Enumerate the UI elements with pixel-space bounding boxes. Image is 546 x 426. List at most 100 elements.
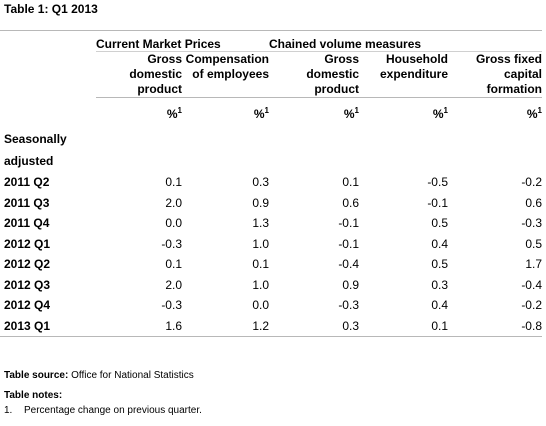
table-cell: 0.1 — [165, 257, 182, 272]
column-header-line2: expenditure — [379, 67, 448, 81]
table-notes-title: Table notes: — [4, 390, 63, 401]
table-cell: 0.1 — [252, 257, 269, 272]
note-number: 1. — [4, 405, 13, 416]
table-cell: -0.2 — [521, 298, 542, 313]
unit-label: % — [253, 106, 265, 121]
source-label: Table source: — [4, 370, 69, 381]
table-cell: 0.4 — [431, 236, 448, 251]
column-header-line1: Household — [386, 52, 448, 66]
section-label-adjusted: adjusted — [4, 154, 54, 168]
column-header-line1: Gross — [147, 52, 182, 66]
unit-label: % — [432, 106, 444, 121]
group-chained-volume-measures: Chained volume measures — [269, 37, 542, 52]
table-cell: 0.9 — [252, 195, 269, 210]
table-cell: 0.0 — [165, 216, 182, 231]
unit-cell-4: %1 — [359, 98, 448, 129]
column-header-line3: formation — [486, 82, 542, 96]
table-cell: -0.8 — [448, 315, 542, 337]
table-cell: 0.3 — [431, 277, 448, 292]
row-label: 2012 Q4 — [4, 298, 51, 313]
row-label: 2012 Q2 — [4, 257, 51, 272]
table-cell: -0.5 — [427, 175, 448, 190]
table-cell: 2.0 — [165, 277, 182, 292]
unit-footnote-ref: 1 — [177, 105, 182, 115]
unit-cell-2: %1 — [182, 98, 269, 129]
unit-cell-5: %1 — [448, 98, 542, 129]
row-label: 2011 Q2 — [4, 175, 50, 190]
units-row: %1 %1 %1 %1 %1 — [0, 98, 542, 129]
unit-footnote-ref: 1 — [443, 105, 448, 115]
note-text: Percentage change on previous quarter. — [24, 405, 202, 416]
table-cell: 0.6 — [525, 195, 542, 210]
table-cell: 0.6 — [342, 195, 359, 210]
table-cell: 0.1 — [165, 175, 182, 190]
table-cell: 0.0 — [252, 298, 269, 313]
row-label: 2013 Q1 — [0, 315, 96, 337]
unit-label: % — [526, 106, 538, 121]
table-title: Table 1: Q1 2013 — [4, 2, 98, 16]
column-header-line2: domestic — [129, 67, 182, 81]
table-cell: 1.0 — [252, 236, 269, 251]
source-text: Office for National Statistics — [71, 370, 194, 381]
table-cell: 0.1 — [359, 315, 448, 337]
group-current-market-prices: Current Market Prices — [96, 37, 269, 52]
table-cell: 0.3 — [269, 315, 359, 337]
column-header-line1: Compensation — [185, 52, 269, 66]
row-label: 2012 Q3 — [4, 277, 51, 292]
table-cell: 0.1 — [342, 175, 359, 190]
table-cell: -0.3 — [338, 298, 359, 313]
column-header-5: Gross fixed capital formation — [448, 51, 542, 98]
unit-cell-3: %1 — [269, 98, 359, 129]
table-cell: -0.4 — [521, 277, 542, 292]
table-cell: 2.0 — [165, 195, 182, 210]
table-cell: 0.9 — [342, 277, 359, 292]
unit-footnote-ref: 1 — [537, 105, 542, 115]
table-row: 2011 Q3 2.0 0.9 0.6 -0.1 0.6 — [0, 193, 542, 214]
column-header-line3: product — [137, 82, 182, 96]
unit-footnote-ref: 1 — [264, 105, 269, 115]
row-label: 2011 Q4 — [4, 216, 50, 231]
table-cell: -0.3 — [161, 236, 182, 251]
table-row: 2012 Q4 -0.3 0.0 -0.3 0.4 -0.2 — [0, 295, 542, 316]
table-cell: 1.0 — [252, 277, 269, 292]
column-header-line1: Gross — [324, 52, 359, 66]
table-cell: 1.3 — [252, 216, 269, 231]
table-note-1: 1. Percentage change on previous quarter. — [4, 405, 202, 416]
table-cell: 0.5 — [525, 236, 542, 251]
table-cell: -0.4 — [338, 257, 359, 272]
column-header-3: Gross domestic product — [269, 51, 359, 98]
table-row: 2011 Q2 0.1 0.3 0.1 -0.5 -0.2 — [0, 172, 542, 193]
unit-label: % — [166, 106, 178, 121]
column-header-line1: Gross fixed — [475, 52, 542, 66]
table-row: 2012 Q1 -0.3 1.0 -0.1 0.4 0.5 — [0, 234, 542, 255]
table-cell: -0.1 — [427, 195, 448, 210]
column-header-line3: product — [314, 82, 359, 96]
column-header-2: Compensation of employees — [182, 51, 269, 98]
table-row: 2012 Q3 2.0 1.0 0.9 0.3 -0.4 — [0, 275, 542, 296]
column-header-line2: domestic — [306, 67, 359, 81]
table-cell: 1.2 — [182, 315, 269, 337]
column-header-line2: of employees — [192, 67, 269, 81]
table-cell: 0.4 — [431, 298, 448, 313]
column-group-header-row: Current Market Prices Chained volume mea… — [0, 37, 542, 52]
column-header-1: Gross domestic product — [96, 51, 182, 98]
unit-cell-1: %1 — [96, 98, 182, 129]
column-header-line2: capital — [503, 67, 542, 81]
section-row: Seasonally adjusted — [0, 128, 542, 172]
data-table: Current Market Prices Chained volume mea… — [0, 30, 542, 337]
table-source: Table source: Office for National Statis… — [4, 370, 194, 381]
table-cell: -0.2 — [521, 175, 542, 190]
table-cell: 1.6 — [96, 315, 182, 337]
unit-footnote-ref: 1 — [354, 105, 359, 115]
column-header-4: Household expenditure — [359, 51, 448, 98]
column-header-row: Gross domestic product Compensation of emplo… — [0, 51, 542, 98]
table-cell: 0.5 — [431, 257, 448, 272]
section-label-seasonally: Seasonally — [4, 132, 67, 146]
table-cell: 0.3 — [252, 175, 269, 190]
table-row: 2011 Q4 0.0 1.3 -0.1 0.5 -0.3 — [0, 213, 542, 234]
table-row: 2013 Q1 1.6 1.2 0.3 0.1 -0.8 — [0, 315, 542, 337]
table-cell: -0.3 — [521, 216, 542, 231]
table-row: 2012 Q2 0.1 0.1 -0.4 0.5 1.7 — [0, 254, 542, 275]
table-cell: 0.5 — [431, 216, 448, 231]
table-cell: -0.1 — [338, 236, 359, 251]
